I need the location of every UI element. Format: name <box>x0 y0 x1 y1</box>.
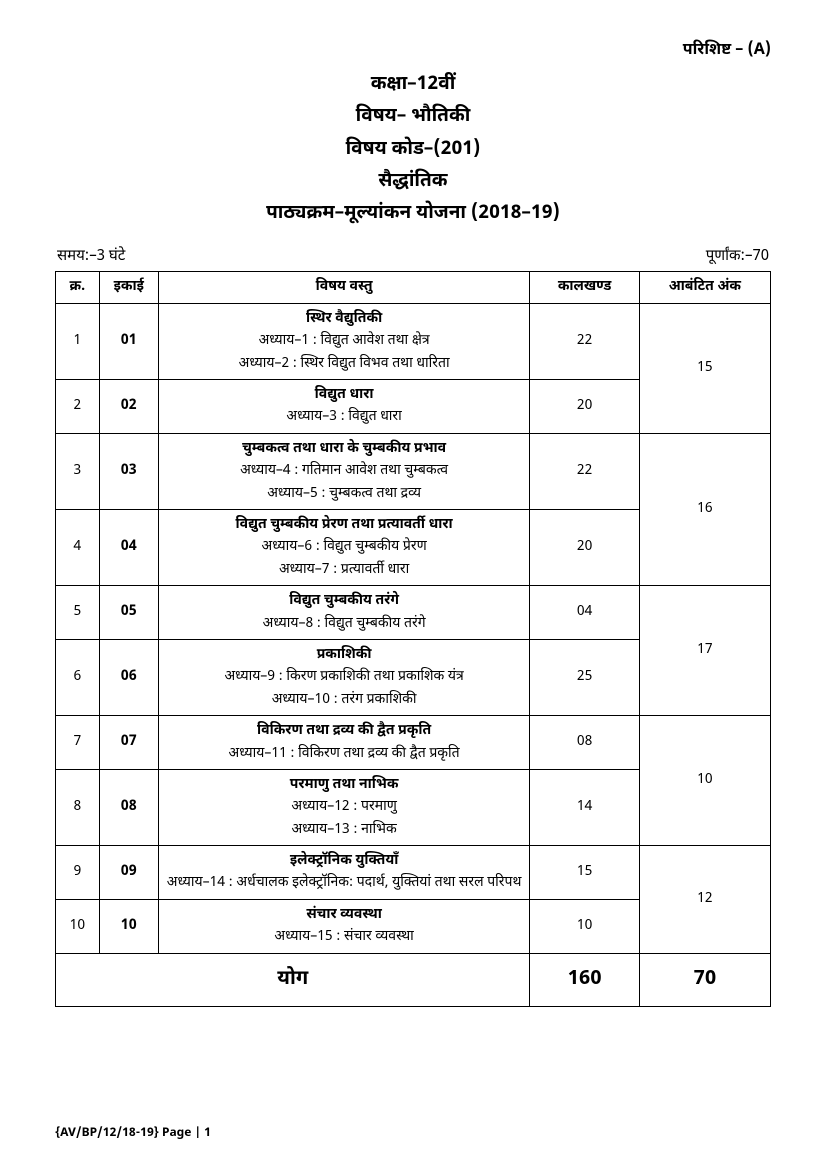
cell-unit: 02 <box>99 380 158 434</box>
cell-unit: 09 <box>99 846 158 900</box>
cell-sn: 1 <box>56 303 100 379</box>
cell-sn: 3 <box>56 433 100 509</box>
cell-topic: विद्युत चुम्बकीय तरंगेअध्याय–8 : विद्युत… <box>158 586 530 640</box>
cell-sn: 9 <box>56 846 100 900</box>
table-header-row: क्र. इकाई विषय वस्तु कालखण्ड आबंटित अंक <box>56 272 771 303</box>
header-line-1: कक्षा–12वीं <box>55 69 771 101</box>
topic-chapter: अध्याय–9 : किरण प्रकाशिकी तथा प्रकाशिक य… <box>165 666 524 688</box>
cell-sn: 4 <box>56 510 100 586</box>
cell-topic: विद्युत धाराअध्याय–3 : विद्युत धारा <box>158 380 530 434</box>
meta-row: समय:–3 घंटे पूर्णांक:–70 <box>57 248 769 267</box>
cell-periods: 22 <box>530 433 639 509</box>
cell-sn: 6 <box>56 639 100 715</box>
topic-title: परमाणु तथा नाभिक <box>165 774 524 796</box>
cell-unit: 05 <box>99 586 158 640</box>
cell-sn: 8 <box>56 769 100 845</box>
table-row: 101स्थिर वैद्युतिकीअध्याय–1 : विद्युत आव… <box>56 303 771 379</box>
cell-allotted-marks: 10 <box>639 716 770 846</box>
cell-allotted-marks: 15 <box>639 303 770 433</box>
appendix-label: परिशिष्ट – (A) <box>55 40 771 61</box>
cell-periods: 10 <box>530 899 639 953</box>
header-line-2: विषय– भौतिकी <box>55 101 771 133</box>
header-line-5: पाठ्यक्रम–मूल्यांकन योजना (2018–19) <box>55 198 771 230</box>
topic-chapter: अध्याय–15 : संचार व्यवस्था <box>165 926 524 948</box>
topic-chapter: अध्याय–6 : विद्युत चुम्बकीय प्रेरण <box>165 536 524 558</box>
topic-chapter: अध्याय–10 : तरंग प्रकाशिकी <box>165 689 524 711</box>
total-marks-label: पूर्णांक:–70 <box>706 248 769 267</box>
topic-title: चुम्बकत्व तथा धारा के चुम्बकीय प्रभाव <box>165 438 524 460</box>
syllabus-table: क्र. इकाई विषय वस्तु कालखण्ड आबंटित अंक … <box>55 271 771 1006</box>
topic-chapter: अध्याय–13 : नाभिक <box>165 819 524 841</box>
cell-periods: 20 <box>530 510 639 586</box>
cell-topic: परमाणु तथा नाभिकअध्याय–12 : परमाणुअध्याय… <box>158 769 530 845</box>
cell-topic: प्रकाशिकीअध्याय–9 : किरण प्रकाशिकी तथा प… <box>158 639 530 715</box>
cell-allotted-marks: 16 <box>639 433 770 585</box>
table-row: 303चुम्बकत्व तथा धारा के चुम्बकीय प्रभाव… <box>56 433 771 509</box>
table-row: 909इलेक्ट्रॉनिक युक्तियाँअध्याय–14 : अर्… <box>56 846 771 900</box>
cell-periods: 04 <box>530 586 639 640</box>
cell-periods: 25 <box>530 639 639 715</box>
table-row: 707विकिरण तथा द्रव्य की द्वैत प्रकृतिअध्… <box>56 716 771 770</box>
topic-title: इलेक्ट्रॉनिक युक्तियाँ <box>165 850 524 872</box>
cell-periods: 20 <box>530 380 639 434</box>
time-label: समय:–3 घंटे <box>57 248 125 267</box>
cell-sn: 5 <box>56 586 100 640</box>
topic-chapter: अध्याय–3 : विद्युत धारा <box>165 406 524 428</box>
cell-topic: स्थिर वैद्युतिकीअध्याय–1 : विद्युत आवेश … <box>158 303 530 379</box>
cell-unit: 10 <box>99 899 158 953</box>
topic-chapter: अध्याय–5 : चुम्बकत्व तथा द्रव्य <box>165 483 524 505</box>
col-periods: कालखण्ड <box>530 272 639 303</box>
cell-topic: इलेक्ट्रॉनिक युक्तियाँअध्याय–14 : अर्धचा… <box>158 846 530 900</box>
col-marks: आबंटित अंक <box>639 272 770 303</box>
topic-title: स्थिर वैद्युतिकी <box>165 308 524 330</box>
topic-title: विकिरण तथा द्रव्य की द्वैत प्रकृति <box>165 720 524 742</box>
topic-chapter: अध्याय–4 : गतिमान आवेश तथा चुम्बकत्व <box>165 460 524 482</box>
cell-topic: विकिरण तथा द्रव्य की द्वैत प्रकृतिअध्याय… <box>158 716 530 770</box>
cell-topic: संचार व्यवस्थाअध्याय–15 : संचार व्यवस्था <box>158 899 530 953</box>
topic-chapter: अध्याय–8 : विद्युत चुम्बकीय तरंगे <box>165 613 524 635</box>
topic-chapter: अध्याय–1 : विद्युत आवेश तथा क्षेत्र <box>165 330 524 352</box>
cell-unit: 04 <box>99 510 158 586</box>
cell-allotted-marks: 12 <box>639 846 770 954</box>
page-footer: {AV/BP/12/18-19} Page | 1 <box>55 1125 211 1141</box>
col-sn: क्र. <box>56 272 100 303</box>
topic-chapter: अध्याय–12 : परमाणु <box>165 796 524 818</box>
col-topic: विषय वस्तु <box>158 272 530 303</box>
cell-allotted-marks: 17 <box>639 586 770 716</box>
cell-unit: 06 <box>99 639 158 715</box>
total-row: योग16070 <box>56 953 771 1006</box>
cell-periods: 15 <box>530 846 639 900</box>
cell-periods: 14 <box>530 769 639 845</box>
topic-title: प्रकाशिकी <box>165 644 524 666</box>
topic-chapter: अध्याय–2 : स्थिर विद्युत विभव तथा धारिता <box>165 353 524 375</box>
cell-unit: 03 <box>99 433 158 509</box>
cell-topic: चुम्बकत्व तथा धारा के चुम्बकीय प्रभावअध्… <box>158 433 530 509</box>
cell-periods: 08 <box>530 716 639 770</box>
topic-title: विद्युत चुम्बकीय तरंगे <box>165 590 524 612</box>
cell-unit: 08 <box>99 769 158 845</box>
document-header: कक्षा–12वीं विषय– भौतिकी विषय कोड–(201) … <box>55 69 771 230</box>
table-row: 505विद्युत चुम्बकीय तरंगेअध्याय–8 : विद्… <box>56 586 771 640</box>
cell-unit: 07 <box>99 716 158 770</box>
cell-sn: 7 <box>56 716 100 770</box>
total-marks: 70 <box>639 953 770 1006</box>
cell-topic: विद्युत चुम्बकीय प्रेरण तथा प्रत्यावर्ती… <box>158 510 530 586</box>
topic-chapter: अध्याय–7 : प्रत्यावर्ती धारा <box>165 559 524 581</box>
cell-sn: 2 <box>56 380 100 434</box>
topic-title: विद्युत चुम्बकीय प्रेरण तथा प्रत्यावर्ती… <box>165 514 524 536</box>
cell-sn: 10 <box>56 899 100 953</box>
header-line-4: सैद्धांतिक <box>55 166 771 198</box>
total-label: योग <box>56 953 530 1006</box>
topic-chapter: अध्याय–11 : विकिरण तथा द्रव्य की द्वैत प… <box>165 743 524 765</box>
topic-title: विद्युत धारा <box>165 384 524 406</box>
topic-title: संचार व्यवस्था <box>165 904 524 926</box>
topic-chapter: अध्याय–14 : अर्धचालक इलेक्ट्रॉनिक: पदार्… <box>165 872 524 894</box>
cell-unit: 01 <box>99 303 158 379</box>
col-unit: इकाई <box>99 272 158 303</box>
cell-periods: 22 <box>530 303 639 379</box>
total-periods: 160 <box>530 953 639 1006</box>
header-line-3: विषय कोड–(201) <box>55 134 771 166</box>
